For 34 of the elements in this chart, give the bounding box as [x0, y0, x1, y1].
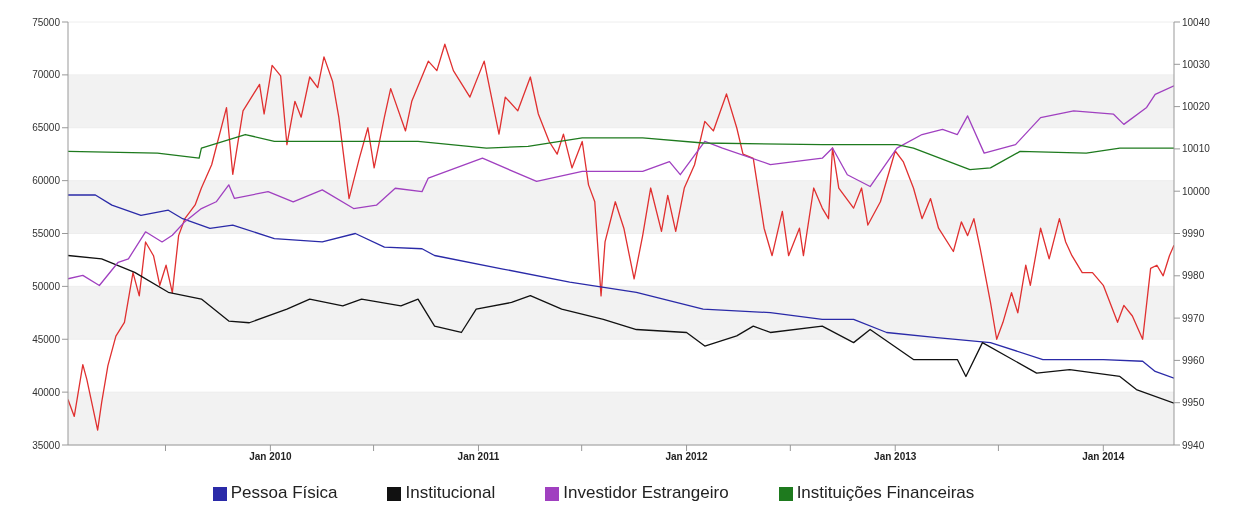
line-series: [68, 43, 1174, 431]
y-tick-label: 60000: [32, 175, 61, 187]
y2-tick-label: 9970: [1182, 312, 1205, 324]
y2-tick-label: 10010: [1182, 143, 1211, 155]
y2-tick-label: 10030: [1182, 58, 1211, 70]
y-tick-label: 70000: [32, 69, 61, 81]
y-tick-label: 50000: [32, 280, 61, 292]
line-series: [68, 133, 1174, 171]
y-tick-label: 45000: [32, 333, 61, 345]
x-tick-label: Jan 2013: [874, 451, 917, 463]
x-tick-label: Jan 2012: [665, 451, 709, 463]
legend-label: Investidor Estrangeiro: [563, 483, 729, 502]
y2-tick-label: 10020: [1182, 101, 1211, 113]
y-tick-label: 35000: [32, 439, 61, 451]
y-tick-label: 65000: [32, 122, 61, 134]
line-series: [68, 194, 1174, 379]
line-series: [68, 254, 1174, 404]
y-tick-label: 75000: [32, 16, 61, 28]
legend-label: Pessoa Física: [230, 483, 338, 502]
y2-tick-label: 9940: [1182, 439, 1205, 451]
x-tick-label: Jan 2014: [1082, 451, 1125, 463]
y2-tick-label: 9980: [1182, 270, 1205, 282]
x-tick-label: Jan 2011: [457, 451, 500, 463]
line-series: [68, 85, 1174, 287]
legend-label: Institucional: [405, 483, 496, 502]
y2-tick-label: 10040: [1182, 16, 1211, 28]
y2-tick-label: 9960: [1182, 354, 1205, 366]
y2-tick-label: 9990: [1182, 228, 1205, 240]
y2-tick-label: 10000: [1182, 185, 1211, 197]
y-tick-label: 40000: [32, 386, 61, 398]
y2-tick-label: 9950: [1182, 397, 1205, 409]
y-tick-label: 55000: [32, 228, 61, 240]
legend-label: Instituições Financeiras: [796, 483, 975, 502]
x-tick-label: Jan 2010: [249, 451, 292, 463]
